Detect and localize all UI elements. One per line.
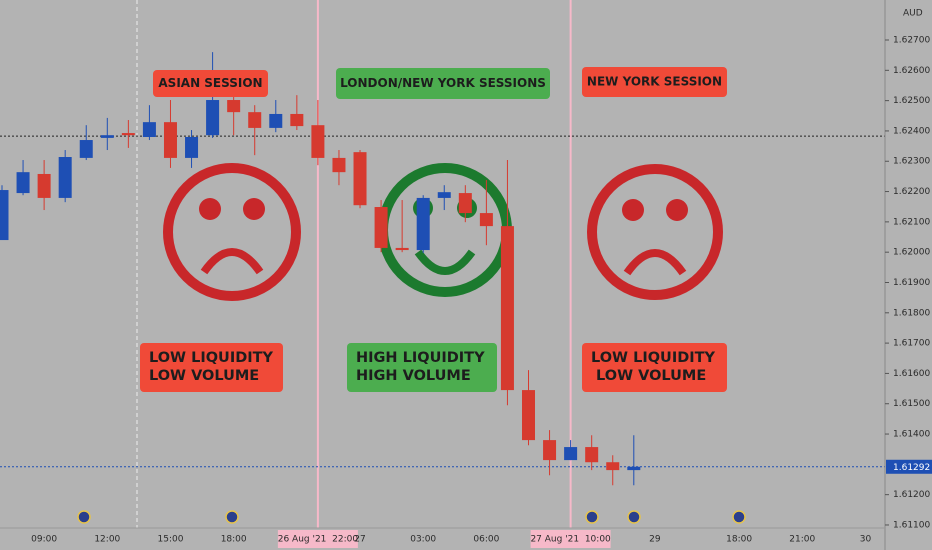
event-icon <box>77 510 91 524</box>
candle-body <box>395 247 409 251</box>
candle-body <box>142 122 156 138</box>
candle-body <box>332 157 346 173</box>
annotation-text: HIGH VOLUME <box>356 368 471 384</box>
candle-body <box>79 140 93 158</box>
candle-body <box>416 197 430 251</box>
y-tick-label: 1.62100 <box>893 217 930 227</box>
annotation-text: LOW LIQUIDITY <box>149 350 274 366</box>
eye <box>666 199 688 221</box>
y-tick-label: 1.61400 <box>893 430 930 440</box>
candle-body <box>248 112 262 128</box>
sad-face <box>163 163 301 301</box>
candle-body <box>353 152 367 206</box>
frown <box>623 249 687 276</box>
eye <box>199 198 221 220</box>
plot <box>0 0 885 528</box>
x-highlight-box <box>277 530 358 548</box>
annotation-box <box>140 343 283 392</box>
annotation-text: HIGH LIQUIDITY <box>356 350 485 366</box>
y-tick-label: 1.61600 <box>893 369 930 379</box>
candle-body <box>564 447 578 461</box>
y-tick-label: 1.61500 <box>893 399 930 409</box>
y-tick-label: 1.61700 <box>893 339 930 349</box>
sad-face <box>587 164 723 300</box>
y-tick-label: 1.62600 <box>893 66 930 76</box>
candle-body <box>543 440 557 461</box>
x-tick-label: 06:00 <box>473 535 499 545</box>
candle-body <box>374 207 388 248</box>
candle-body <box>479 213 493 227</box>
candle-body <box>606 462 620 471</box>
candle-body <box>227 100 241 113</box>
currency-label: AUD <box>903 9 923 19</box>
event-icon <box>585 510 599 524</box>
x-tick-label: 12:00 <box>94 535 120 545</box>
x-tick-label: 27 Aug '21 10:00 <box>530 535 611 545</box>
smile <box>414 249 476 275</box>
y-tick-label: 1.61100 <box>893 520 930 530</box>
x-tick-label: 09:00 <box>31 535 57 545</box>
event-icon <box>627 510 641 524</box>
candle-body <box>37 173 51 198</box>
event-icon <box>225 510 239 524</box>
x-tick-label: 15:00 <box>158 535 184 545</box>
x-tick-label: 27 <box>354 535 365 545</box>
candle-body <box>500 226 514 391</box>
annotation-text: NEW YORK SESSION <box>587 75 722 89</box>
y-tick-label: 1.61800 <box>893 308 930 318</box>
candle-body <box>437 192 451 198</box>
candle-body <box>290 113 304 127</box>
y-tick-label: 1.62200 <box>893 187 930 197</box>
annotation-box <box>582 343 727 392</box>
candle-body <box>121 133 135 136</box>
candle-body <box>522 390 535 441</box>
x-tick-label: 29 <box>649 535 661 545</box>
y-tick-label: 1.61200 <box>893 490 930 500</box>
annotation-box <box>153 70 268 97</box>
candle-body <box>627 466 641 471</box>
x-tick-label: 21:00 <box>789 535 815 545</box>
candle-body <box>100 135 114 138</box>
y-tick-label: 1.62700 <box>893 36 930 46</box>
annotation-text: LONDON/NEW YORK SESSIONS <box>340 76 546 90</box>
event-icon <box>732 510 746 524</box>
x-highlight-box <box>530 530 611 548</box>
candle-body <box>206 100 220 136</box>
x-tick-label: 30 <box>860 535 872 545</box>
annotation-text: ASIAN SESSION <box>158 76 262 90</box>
y-tick-label: 1.62000 <box>893 248 930 258</box>
annotation-text: LOW VOLUME <box>591 368 706 384</box>
x-tick-label: 18:00 <box>726 535 752 545</box>
eye <box>243 198 265 220</box>
candle-body <box>163 122 177 158</box>
annotation-text: LOW VOLUME <box>149 368 259 384</box>
candle-body <box>16 172 30 194</box>
last-price-label: 1.61292 <box>893 463 930 473</box>
candle-body <box>458 193 472 214</box>
eye <box>622 199 644 221</box>
candle-body <box>185 137 199 158</box>
x-tick-label: 03:00 <box>410 535 436 545</box>
annotation-box <box>347 343 497 392</box>
x-tick-label: 18:00 <box>221 535 247 545</box>
annotation-text: LOW LIQUIDITY <box>591 350 716 366</box>
y-tick-label: 1.62300 <box>893 157 930 167</box>
frown <box>200 248 264 275</box>
y-tick-label: 1.62500 <box>893 96 930 106</box>
annotation-box <box>582 67 727 97</box>
candle-body <box>311 125 325 158</box>
x-tick-label: 26 Aug '21 22:00 <box>278 535 359 545</box>
candle-body <box>585 447 599 463</box>
candle-body <box>269 113 283 128</box>
y-tick-label: 1.61900 <box>893 278 930 288</box>
last-price-box <box>886 459 932 474</box>
event-icons <box>77 510 746 524</box>
annotation-box <box>336 68 550 99</box>
candle-body <box>58 157 72 198</box>
candle-body <box>0 190 9 241</box>
y-tick-label: 1.62400 <box>893 126 930 136</box>
